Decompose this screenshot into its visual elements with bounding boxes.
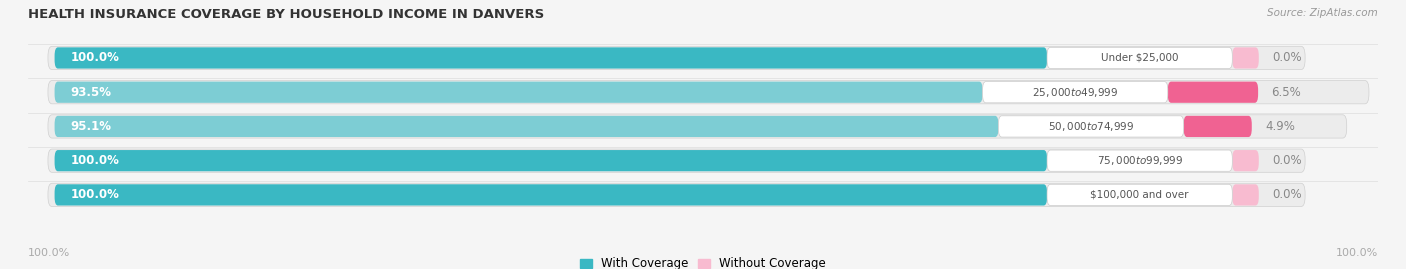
FancyBboxPatch shape [1047,184,1232,206]
Text: 93.5%: 93.5% [70,86,111,99]
Text: 0.0%: 0.0% [1272,51,1302,65]
FancyBboxPatch shape [48,115,1347,138]
Text: 100.0%: 100.0% [1336,248,1378,258]
Text: Source: ZipAtlas.com: Source: ZipAtlas.com [1267,8,1378,18]
FancyBboxPatch shape [1168,82,1258,103]
FancyBboxPatch shape [48,183,1305,207]
Text: Under $25,000: Under $25,000 [1101,53,1178,63]
Text: $100,000 and over: $100,000 and over [1091,190,1189,200]
Text: $50,000 to $74,999: $50,000 to $74,999 [1047,120,1135,133]
Text: 100.0%: 100.0% [28,248,70,258]
FancyBboxPatch shape [48,149,1305,172]
FancyBboxPatch shape [1047,47,1232,69]
FancyBboxPatch shape [48,46,1305,70]
Legend: With Coverage, Without Coverage: With Coverage, Without Coverage [575,253,831,269]
FancyBboxPatch shape [55,47,1047,69]
FancyBboxPatch shape [55,184,1047,206]
Text: 100.0%: 100.0% [70,154,120,167]
FancyBboxPatch shape [1232,47,1258,69]
Text: $75,000 to $99,999: $75,000 to $99,999 [1097,154,1182,167]
Text: 0.0%: 0.0% [1272,188,1302,201]
FancyBboxPatch shape [48,80,1369,104]
FancyBboxPatch shape [1232,184,1258,206]
FancyBboxPatch shape [998,116,1184,137]
Text: 100.0%: 100.0% [70,188,120,201]
FancyBboxPatch shape [55,116,998,137]
Text: 95.1%: 95.1% [70,120,111,133]
Text: $25,000 to $49,999: $25,000 to $49,999 [1032,86,1118,99]
Text: 100.0%: 100.0% [70,51,120,65]
FancyBboxPatch shape [1184,116,1251,137]
Text: 0.0%: 0.0% [1272,154,1302,167]
Text: HEALTH INSURANCE COVERAGE BY HOUSEHOLD INCOME IN DANVERS: HEALTH INSURANCE COVERAGE BY HOUSEHOLD I… [28,8,544,21]
Text: 6.5%: 6.5% [1271,86,1301,99]
FancyBboxPatch shape [1047,150,1232,171]
FancyBboxPatch shape [983,82,1168,103]
FancyBboxPatch shape [1232,150,1258,171]
FancyBboxPatch shape [55,150,1047,171]
FancyBboxPatch shape [55,82,983,103]
Text: 4.9%: 4.9% [1265,120,1295,133]
